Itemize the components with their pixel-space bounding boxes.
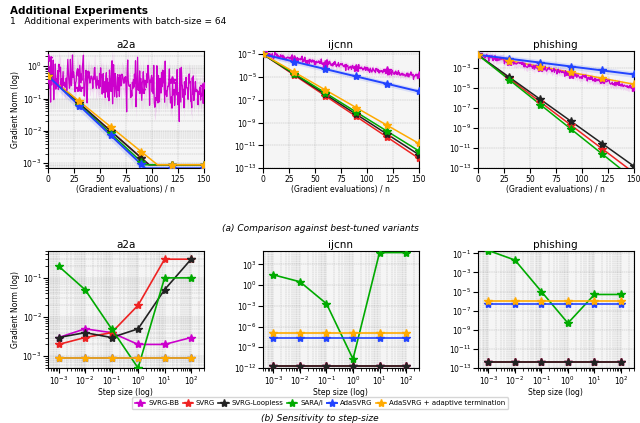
X-axis label: (Gradient evaluations) / n: (Gradient evaluations) / n [506, 185, 605, 194]
X-axis label: Step size (log): Step size (log) [99, 388, 154, 397]
Title: a2a: a2a [116, 240, 136, 250]
Text: (b) Sensitivity to step-size: (b) Sensitivity to step-size [261, 414, 379, 423]
Text: (a) Comparison against best-tuned variants: (a) Comparison against best-tuned varian… [221, 223, 419, 233]
Text: Additional Experiments: Additional Experiments [10, 6, 148, 16]
X-axis label: (Gradient evaluations) / n: (Gradient evaluations) / n [76, 185, 175, 194]
Title: phishing: phishing [533, 240, 578, 250]
X-axis label: (Gradient evaluations) / n: (Gradient evaluations) / n [291, 185, 390, 194]
X-axis label: Step size (log): Step size (log) [314, 388, 368, 397]
Title: ijcnn: ijcnn [328, 240, 353, 250]
Text: 1   Additional experiments with batch-size = 64: 1 Additional experiments with batch-size… [10, 17, 226, 26]
Legend: SVRG-BB, SVRG, SVRG-Loopless, SARA/l, AdaSVRG, AdaSVRG + adaptive termination: SVRG-BB, SVRG, SVRG-Loopless, SARA/l, Ad… [132, 397, 508, 409]
Title: ijcnn: ijcnn [328, 40, 353, 50]
Title: phishing: phishing [533, 40, 578, 50]
Y-axis label: Gradient Norm (log): Gradient Norm (log) [11, 71, 20, 148]
Y-axis label: Gradient Norm (log): Gradient Norm (log) [11, 271, 20, 348]
Title: a2a: a2a [116, 40, 136, 50]
X-axis label: Step size (log): Step size (log) [528, 388, 583, 397]
